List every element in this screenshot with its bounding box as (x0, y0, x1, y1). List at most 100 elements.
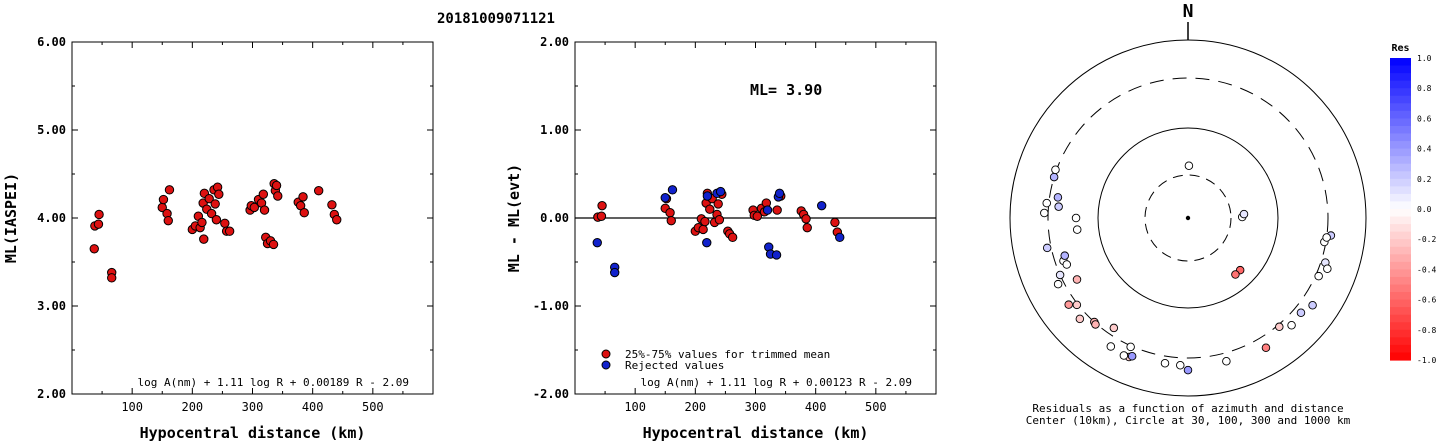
plot-frame (71, 41, 434, 395)
data-point (298, 192, 308, 202)
data-point (597, 200, 607, 211)
x-tick-label: 400 (302, 400, 324, 414)
colorbar-segment (1390, 276, 1411, 286)
colorbar-segment (1390, 58, 1411, 67)
y-tick-label: 6.00 (37, 35, 66, 49)
colorbar-segment (1390, 344, 1411, 354)
station-point (1296, 308, 1306, 318)
data-point (89, 244, 99, 254)
station-point (1308, 300, 1317, 310)
data-point (163, 215, 173, 226)
figure-title: 20181009071121 (437, 11, 555, 27)
data-point (214, 189, 224, 199)
colorbar-segment (1390, 239, 1411, 248)
epicenter-dot (1185, 215, 1191, 221)
data-point (752, 211, 763, 221)
colorbar-tick-label: 0.4 (1417, 145, 1432, 154)
data-point (158, 194, 169, 205)
y-tick-label: -2.00 (533, 387, 569, 401)
data-point (715, 186, 726, 197)
colorbar-segment (1390, 163, 1411, 172)
colorbar-segment (1390, 299, 1411, 308)
station-point (1261, 343, 1271, 352)
data-point (107, 273, 117, 283)
data-point (762, 205, 773, 215)
data-point (93, 219, 104, 229)
data-point (313, 186, 324, 196)
x-tick-label: 100 (624, 400, 646, 414)
station-point (1183, 365, 1193, 375)
data-point (666, 215, 676, 226)
colorbar-segment (1390, 141, 1411, 150)
station-point (1176, 361, 1185, 370)
data-point (592, 237, 602, 248)
data-point (702, 191, 713, 201)
colorbar-segment (1390, 80, 1411, 89)
colorbar-segment (1390, 254, 1411, 263)
data-point (206, 208, 217, 219)
x-tick-label: 100 (121, 400, 143, 414)
colorbar-segment (1390, 337, 1411, 346)
station-point (1091, 320, 1100, 329)
data-point (204, 193, 214, 204)
legend-label: Rejected values (625, 359, 724, 372)
y-tick-label: -1.00 (533, 299, 569, 313)
legend-marker (601, 349, 611, 359)
station-point (1049, 172, 1059, 182)
x-tick-label: 200 (181, 400, 203, 414)
y-axis-label: ML - ML(evt) (505, 164, 523, 272)
data-point (327, 200, 337, 210)
y-tick-label: 2.00 (37, 387, 66, 401)
y-tick-label: 0.00 (540, 211, 569, 225)
colorbar-tick-label: -0.4 (1417, 265, 1436, 274)
data-point (660, 193, 670, 203)
station-point (1042, 243, 1052, 253)
data-point (698, 224, 708, 235)
colorbar-tick-label: 1.0 (1417, 54, 1432, 63)
colorbar-segment (1390, 246, 1411, 255)
data-point (259, 205, 270, 215)
station-point (1053, 193, 1063, 202)
ring-100km (1097, 127, 1279, 309)
station-point (1072, 300, 1082, 310)
data-point (199, 234, 209, 244)
x-tick-label: 200 (684, 400, 706, 414)
ring-300km (1047, 77, 1329, 359)
polar-caption-line2: Center (10km), Circle at 30, 100, 300 an… (1026, 414, 1351, 427)
data-point (249, 202, 260, 213)
station-point (1072, 275, 1082, 284)
colorbar-segment (1390, 103, 1411, 112)
colorbar-segment (1390, 65, 1411, 74)
station-point (1314, 271, 1323, 281)
colorbar-segment (1390, 201, 1411, 210)
station-point (1322, 233, 1331, 242)
colorbar-segment (1390, 329, 1411, 338)
station-point (1072, 225, 1082, 234)
data-point (802, 222, 812, 233)
data-point (727, 232, 738, 243)
station-point (1222, 356, 1231, 366)
colorbar-segment (1390, 186, 1411, 195)
x-tick-label: 300 (745, 400, 767, 414)
data-point (714, 215, 725, 225)
station-point (1239, 209, 1249, 219)
polar-caption-line1: Residuals as a function of azimuth and d… (1032, 402, 1343, 415)
colorbar-tick-label: -1.0 (1417, 356, 1436, 365)
y-axis-label: ML(IASPEI) (2, 173, 20, 263)
colorbar-tick-label: 0.0 (1417, 205, 1432, 214)
station-point (1051, 165, 1060, 175)
data-point (713, 199, 723, 209)
data-point (667, 185, 678, 195)
colorbar-segment (1390, 216, 1411, 225)
data-point (665, 208, 675, 218)
station-point (1075, 314, 1085, 324)
data-point (702, 237, 712, 248)
station-point (1064, 300, 1073, 309)
data-point (94, 209, 104, 220)
ring-1000km (1009, 39, 1367, 397)
station-point (1071, 213, 1081, 223)
y-tick-label: 1.00 (540, 123, 569, 137)
y-tick-label: 3.00 (37, 299, 66, 313)
station-point (1042, 198, 1051, 208)
